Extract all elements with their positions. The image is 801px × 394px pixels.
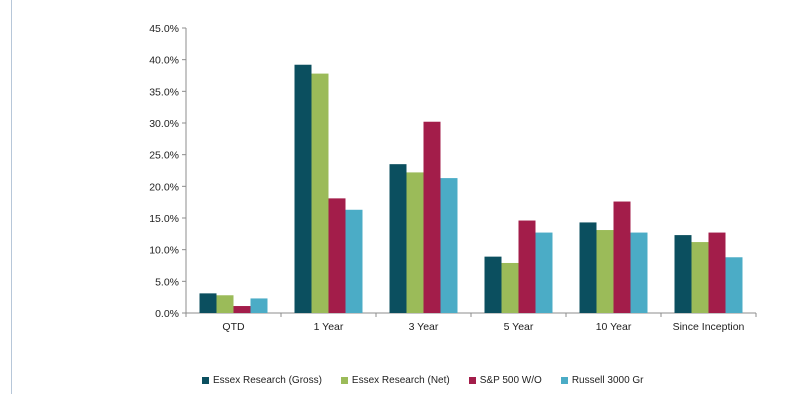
legend-label: Russell 3000 Gr (571, 374, 644, 386)
legend-item: Russell 3000 Gr (560, 374, 644, 386)
bar (440, 178, 458, 313)
bar (250, 298, 268, 313)
bar (674, 235, 692, 313)
bar (294, 64, 312, 313)
legend-label: Essex Research (Gross) (213, 374, 322, 386)
legend-label: S&P 500 W/O (479, 374, 542, 386)
legend-label: Essex Research (Net) (351, 374, 450, 386)
bar (199, 293, 217, 313)
y-tick-label: 5.0% (155, 276, 179, 288)
legend-item: S&P 500 W/O (468, 374, 542, 386)
bar (216, 295, 234, 313)
legend-swatch (560, 376, 568, 384)
legend-swatch (340, 376, 348, 384)
bar (406, 172, 424, 313)
x-tick-label: Since Inception (673, 321, 745, 333)
x-tick-label: QTD (222, 321, 245, 333)
legend-item: Essex Research (Net) (340, 374, 450, 386)
y-tick-label: 35.0% (149, 86, 179, 98)
legend: Essex Research (Gross) Essex Research (Ne… (202, 372, 644, 388)
x-axis: QTD 1 Year 3 Year 5 Year 10 Year Since Incept… (185, 312, 757, 333)
bar (233, 306, 251, 313)
bar (630, 232, 648, 313)
x-tick-label: 10 Year (596, 321, 632, 333)
bar (345, 209, 363, 313)
bar (311, 73, 329, 313)
bar (518, 220, 536, 313)
bar (423, 121, 441, 313)
y-tick-label: 25.0% (149, 150, 179, 162)
bar (535, 232, 553, 313)
bars (199, 64, 743, 313)
legend-swatch (202, 376, 209, 384)
bar (725, 257, 743, 313)
bar (596, 230, 614, 313)
bar (613, 201, 631, 313)
bar (389, 164, 407, 313)
bar (328, 198, 346, 313)
bar (501, 262, 519, 313)
y-tick-label: 30.0% (149, 118, 179, 130)
y-tick-label: 15.0% (149, 213, 179, 225)
y-tick-label: 20.0% (149, 181, 179, 193)
bar (579, 222, 597, 313)
y-tick-label: 40.0% (149, 55, 179, 67)
y-tick-label: 45.0% (149, 23, 179, 35)
x-tick-label: 5 Year (504, 321, 534, 333)
bar (484, 256, 502, 313)
x-tick-label: 3 Year (409, 321, 439, 333)
legend-swatch (468, 376, 476, 384)
x-tick-label: 1 Year (314, 321, 344, 333)
legend-item: Essex Research (Gross) (202, 375, 322, 386)
chart-frame (11, 0, 801, 394)
bar (691, 242, 709, 313)
y-tick-label: 10.0% (149, 245, 179, 257)
y-axis: 0.0% 5.0% 10.0% 15.0% 20.0% 25.0% 30.0% 35.0% 40… (149, 23, 187, 320)
bar (708, 232, 726, 313)
y-tick-label: 0.0% (155, 308, 179, 320)
